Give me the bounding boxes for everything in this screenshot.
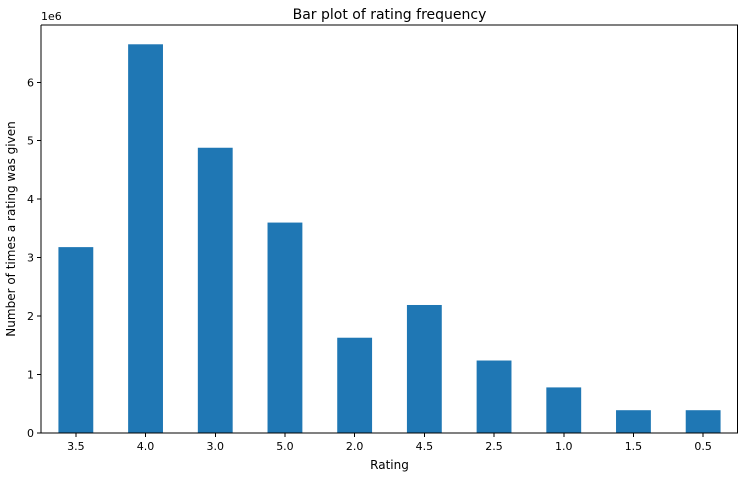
x-tick-label: 5.0 bbox=[276, 440, 294, 453]
bar-2.0 bbox=[337, 337, 373, 433]
bar-4.5 bbox=[406, 304, 442, 433]
x-axis-label: Rating bbox=[370, 458, 409, 472]
chart-title: Bar plot of rating frequency bbox=[293, 7, 487, 23]
bar-3.5 bbox=[58, 247, 94, 433]
y-tick-label: 0 bbox=[27, 427, 34, 440]
x-tick-label: 3.0 bbox=[207, 440, 225, 453]
y-axis-offset-label: 1e6 bbox=[41, 10, 62, 23]
bar-3.0 bbox=[197, 147, 233, 433]
x-tick-label: 3.5 bbox=[67, 440, 85, 453]
bar-1.5 bbox=[616, 410, 651, 433]
bar-5.0 bbox=[267, 222, 303, 433]
bars-layer bbox=[58, 44, 721, 433]
bar-1.0 bbox=[546, 387, 582, 433]
y-tick-label: 3 bbox=[27, 252, 34, 265]
y-tick-label: 2 bbox=[27, 310, 34, 323]
x-tick-label: 2.5 bbox=[485, 440, 503, 453]
bar-0.5 bbox=[685, 410, 721, 433]
x-tick-label: 4.0 bbox=[137, 440, 155, 453]
y-tick-label: 6 bbox=[27, 76, 34, 89]
y-axis-label: Number of times a rating was given bbox=[4, 121, 18, 336]
bar-4.0 bbox=[128, 44, 163, 433]
ticks-layer: 3.5 4.0 3.0 5.0 2.0 4.5 2.5 1.0 1.5 0.5 0 1 2 3 4 5 6 bbox=[27, 76, 712, 453]
y-tick-label: 5 bbox=[27, 135, 34, 148]
y-tick-label: 4 bbox=[27, 193, 34, 206]
x-tick-label: 1.0 bbox=[555, 440, 573, 453]
bar-2.5 bbox=[476, 360, 512, 433]
x-tick-label: 1.5 bbox=[625, 440, 643, 453]
x-tick-label: 0.5 bbox=[694, 440, 712, 453]
y-tick-label: 1 bbox=[27, 369, 34, 382]
x-tick-label: 2.0 bbox=[346, 440, 364, 453]
x-tick-label: 4.5 bbox=[416, 440, 434, 453]
